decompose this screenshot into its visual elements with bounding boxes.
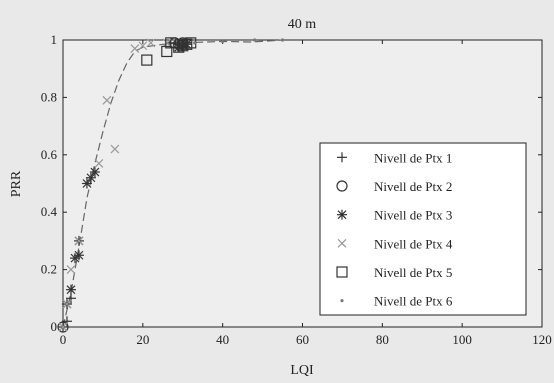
legend-label-5: Nivell de Ptx 5: [374, 265, 452, 280]
legend-label-4: Nivell de Ptx 4: [374, 236, 453, 251]
legend-marker-2: [336, 180, 348, 192]
legend-marker-1: [337, 152, 347, 163]
series-4-point: [130, 44, 140, 54]
series-4-point: [162, 38, 172, 48]
series-5-point: [181, 38, 193, 50]
series-3-point: [89, 167, 100, 178]
series-4-point: [146, 38, 156, 48]
legend-box: [319, 142, 527, 316]
legend-label-2: Nivell de Ptx 2: [374, 179, 452, 194]
series-4-point: [66, 265, 76, 275]
y-tick-label: 0.8: [41, 89, 57, 104]
x-tick-label: 120: [532, 332, 552, 347]
legend-marker-6: [340, 299, 344, 303]
series-2-point: [57, 321, 69, 333]
series-6-point: [280, 38, 285, 42]
series-3-point: [65, 284, 76, 295]
series-5-point: [177, 40, 189, 52]
series-4-point: [110, 144, 120, 154]
y-tick-label: 0.4: [41, 204, 58, 219]
series-6-point: [193, 41, 197, 45]
legend-label-3: Nivell de Ptx 3: [374, 208, 452, 223]
legend-marker-3: [337, 209, 347, 220]
series-1-point: [65, 293, 76, 304]
series-4-point: [74, 236, 84, 246]
legend-label-6: Nivell de Ptx 6: [374, 294, 453, 309]
series-4-point: [138, 41, 148, 51]
series-4-point: [58, 322, 68, 332]
legend-marker-4: [337, 238, 347, 248]
y-tick-label: 0: [51, 319, 58, 334]
series-5-point: [173, 41, 185, 53]
x-tick-label: 40: [216, 332, 229, 347]
x-axis-label: LQI: [290, 363, 314, 378]
y-axis-label: PRR: [9, 170, 24, 197]
x-tick-label: 60: [296, 332, 309, 347]
series-3-point: [73, 250, 84, 261]
y-tick-label: 0.2: [41, 262, 57, 277]
series-4-point: [102, 95, 112, 105]
series-3-point: [85, 172, 96, 183]
y-tick-label: 1: [51, 32, 58, 47]
series-5-point: [141, 54, 153, 66]
x-tick-label: 20: [136, 332, 149, 347]
x-tick-label: 0: [60, 332, 67, 347]
chart-title: 40 m: [288, 17, 317, 32]
series-6-point: [221, 39, 225, 44]
legend: Nivell de Ptx 1 Nivell de Ptx 2 Nivell de …: [319, 142, 527, 316]
fit-line: [62, 39, 283, 328]
series-3-point: [81, 178, 92, 189]
legend-marker-5: [336, 266, 348, 278]
series-5-point: [161, 45, 173, 58]
series-4-point: [94, 158, 104, 168]
series-6-point: [253, 38, 257, 42]
x-tick-label: 100: [452, 332, 472, 347]
legend-label-1: Nivell de Ptx 1: [374, 150, 452, 165]
y-tick-label: 0.6: [41, 147, 58, 162]
x-tick-label: 80: [376, 332, 389, 347]
series-5-point: [165, 37, 177, 49]
series-4-point: [62, 299, 72, 309]
